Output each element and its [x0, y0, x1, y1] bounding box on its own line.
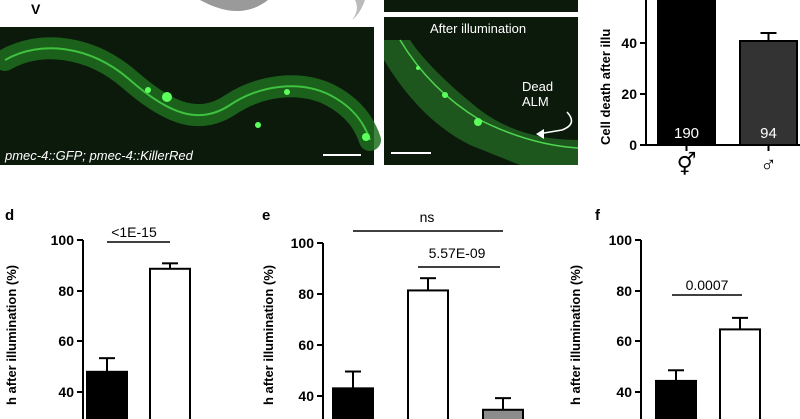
y-axis-label: h after illumination (%) [261, 265, 276, 405]
y-tick-label: 40 [298, 388, 314, 404]
bar [657, 0, 716, 146]
bar [149, 267, 191, 419]
y-tick-label: 100 [291, 235, 315, 251]
micrograph-right: After illumination Dead ALM [384, 17, 579, 165]
bar [655, 379, 697, 419]
panel-letter: d [5, 207, 14, 224]
y-tick-label: 20 [621, 86, 637, 102]
micrograph-top-strip [384, 0, 578, 12]
scale-bar-left [323, 154, 361, 156]
after-illumination-title: After illumination [430, 21, 526, 36]
panel-letter: f [595, 207, 601, 224]
y-tick-label: 80 [616, 283, 632, 299]
y-tick-label: 80 [298, 286, 314, 302]
y-axis-label: h after illumination (%) [4, 265, 19, 405]
y-tick-label: 60 [58, 333, 74, 349]
chart-panel-d: 100 80 60 40 h after illumination (%) d <1E-15 [4, 207, 191, 419]
genotype-caption: pmec-4::GFP; pmec-4::KillerRed [4, 148, 194, 163]
cropped-gray-hook [352, 0, 365, 20]
category-label: ♂ [760, 152, 777, 177]
cropped-gray-shape [200, 0, 268, 11]
bar [719, 328, 761, 419]
ns-label: ns [420, 209, 435, 225]
y-tick-label: 60 [298, 337, 314, 353]
bar-count-label: 94 [760, 125, 777, 142]
y-tick-label: 100 [609, 232, 633, 248]
arrow-label-alm: ALM [522, 94, 549, 109]
y-tick-label: 60 [616, 333, 632, 349]
micrograph-left: pmec-4::GFP; pmec-4::KillerRed [0, 27, 381, 165]
panel-letter: e [262, 207, 270, 224]
dead-alm-arrow [537, 111, 573, 135]
category-label: ⚥ [677, 151, 697, 177]
bar [332, 387, 374, 419]
y-axis-label: Cell death after illu [598, 29, 613, 145]
y-tick-label: 100 [51, 232, 75, 248]
bar [407, 289, 449, 419]
arrow-label-dead: Dead [522, 79, 553, 94]
chart-panel-f: 100 80 60 40 h after illumination (%) f 0.0007 [568, 207, 761, 419]
bar [86, 370, 128, 419]
y-tick-label: 80 [58, 283, 74, 299]
p-value-label: 0.0007 [686, 277, 729, 293]
y-tick-label: 40 [58, 384, 74, 400]
chart-sex-comparison: 40 20 0 Cell death after illu 190 94 ⚥ ♂ [598, 0, 800, 177]
y-tick-label: 0 [629, 137, 637, 153]
scale-bar-right [391, 152, 431, 154]
p-value-label: 5.57E-09 [429, 245, 486, 261]
p-value-label: <1E-15 [111, 224, 157, 240]
y-tick-label: 40 [621, 35, 637, 51]
bar [739, 40, 798, 146]
chart-panel-e: 100 80 60 40 h after illumination (%) e ns 5.57… [261, 207, 524, 419]
y-tick-label: 40 [616, 384, 632, 400]
bar [482, 408, 524, 419]
top-left-glyph: V [31, 1, 41, 17]
y-axis-label: h after illumination (%) [568, 265, 583, 405]
bar-count-label: 190 [674, 125, 699, 142]
